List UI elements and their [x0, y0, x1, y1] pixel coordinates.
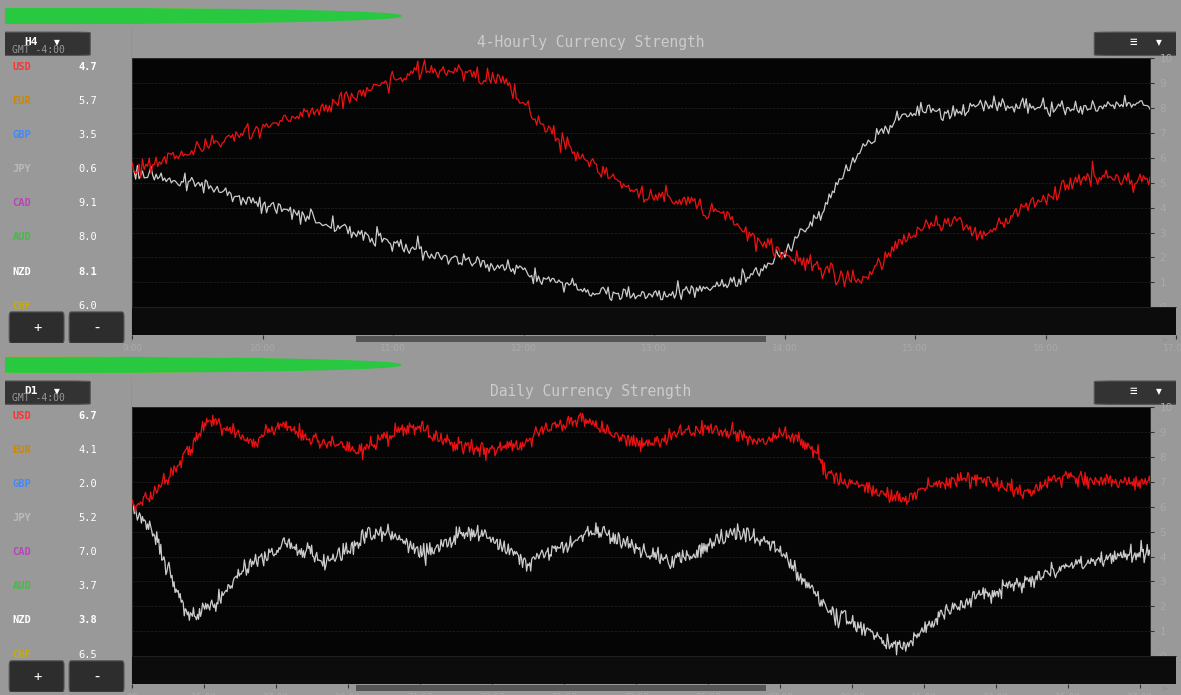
- Text: ▼: ▼: [1156, 386, 1162, 395]
- Text: 4.1: 4.1: [79, 445, 98, 455]
- Text: ≡: ≡: [1129, 36, 1137, 49]
- Text: GMT -4:00: GMT -4:00: [12, 44, 65, 55]
- Text: EUR: EUR: [12, 445, 31, 455]
- Text: 9.1: 9.1: [79, 198, 98, 208]
- FancyBboxPatch shape: [1095, 381, 1181, 404]
- Text: +: +: [33, 320, 41, 334]
- Text: 4.7: 4.7: [79, 62, 98, 72]
- Text: CAD: CAD: [12, 547, 31, 557]
- Text: NZD: NZD: [12, 266, 31, 277]
- Text: CHF: CHF: [12, 301, 31, 311]
- Text: USD: USD: [12, 62, 31, 72]
- Text: EUR: EUR: [12, 96, 31, 106]
- Text: AUD: AUD: [12, 232, 31, 243]
- Text: ▼: ▼: [1156, 38, 1162, 47]
- Circle shape: [0, 8, 354, 24]
- Circle shape: [0, 357, 377, 373]
- Text: 3.8: 3.8: [79, 615, 98, 626]
- Text: GMT -4:00: GMT -4:00: [12, 393, 65, 404]
- Text: >: >: [1161, 336, 1167, 342]
- Circle shape: [0, 8, 377, 24]
- Text: CAD: CAD: [12, 198, 31, 208]
- Text: JPY: JPY: [12, 164, 31, 174]
- Text: 6.0: 6.0: [79, 301, 98, 311]
- Text: CHF: CHF: [12, 650, 31, 660]
- Text: H4: H4: [25, 38, 38, 47]
- FancyBboxPatch shape: [9, 661, 64, 692]
- Bar: [357, 336, 766, 342]
- Text: <: <: [11, 336, 17, 342]
- Text: JPY: JPY: [12, 513, 31, 523]
- Text: GBP: GBP: [12, 130, 31, 140]
- Text: 3.5: 3.5: [79, 130, 98, 140]
- Text: 3.7: 3.7: [79, 581, 98, 591]
- Text: AUD: AUD: [12, 581, 31, 591]
- FancyBboxPatch shape: [0, 32, 90, 56]
- Text: ≡: ≡: [1129, 385, 1137, 398]
- Text: 7.0: 7.0: [79, 547, 98, 557]
- Circle shape: [0, 357, 354, 373]
- Bar: [357, 685, 766, 691]
- FancyBboxPatch shape: [1095, 32, 1181, 56]
- Text: Daily Currency Strength: Daily Currency Strength: [490, 384, 691, 399]
- Text: 2.0: 2.0: [79, 479, 98, 489]
- FancyBboxPatch shape: [0, 381, 90, 404]
- Circle shape: [0, 8, 400, 24]
- Text: GBP: GBP: [12, 479, 31, 489]
- Text: 8.0: 8.0: [79, 232, 98, 243]
- Text: 8.1: 8.1: [79, 266, 98, 277]
- FancyBboxPatch shape: [9, 312, 64, 343]
- Text: NZD: NZD: [12, 615, 31, 626]
- Text: USD: USD: [12, 411, 31, 420]
- Text: +: +: [33, 669, 41, 683]
- Text: 5.2: 5.2: [79, 513, 98, 523]
- Text: 5.7: 5.7: [79, 96, 98, 106]
- Text: -: -: [92, 669, 102, 684]
- Text: D1: D1: [25, 386, 38, 396]
- Text: -: -: [92, 320, 102, 335]
- Text: 4-Hourly Currency Strength: 4-Hourly Currency Strength: [477, 35, 704, 50]
- FancyBboxPatch shape: [70, 661, 124, 692]
- Text: <: <: [11, 685, 17, 691]
- Text: ▼: ▼: [54, 38, 60, 47]
- Text: ▼: ▼: [54, 386, 60, 395]
- Text: 6.7: 6.7: [79, 411, 98, 420]
- Circle shape: [0, 357, 400, 373]
- Text: 0.6: 0.6: [79, 164, 98, 174]
- Text: >: >: [1161, 685, 1167, 691]
- FancyBboxPatch shape: [70, 312, 124, 343]
- Text: 6.5: 6.5: [79, 650, 98, 660]
